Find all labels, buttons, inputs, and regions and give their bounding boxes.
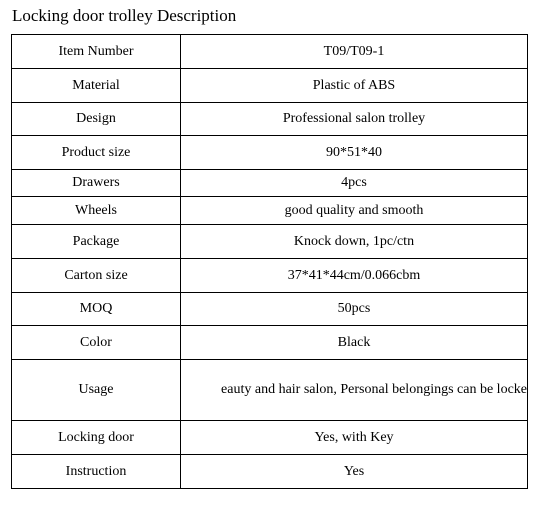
row-label: Instruction bbox=[11, 454, 181, 489]
row-value: Yes bbox=[180, 454, 528, 489]
row-label: Item Number bbox=[11, 34, 181, 69]
spec-table: Item Number T09/T09-1 Material Plastic o… bbox=[11, 34, 528, 489]
row-label: MOQ bbox=[11, 292, 181, 326]
row-label: Product size bbox=[11, 135, 181, 170]
table-row-drawers: Drawers 4pcs bbox=[11, 169, 528, 197]
table-row-package: Package Knock down, 1pc/ctn bbox=[11, 224, 528, 259]
row-label: Drawers bbox=[11, 169, 181, 197]
row-label: Design bbox=[11, 102, 181, 136]
row-label: Carton size bbox=[11, 258, 181, 293]
row-value: Plastic of ABS bbox=[180, 68, 528, 103]
row-value: Yes, with Key bbox=[180, 420, 528, 455]
row-value: 90*51*40 bbox=[180, 135, 528, 170]
row-value-cell: eauty and hair salon, Personal belonging… bbox=[180, 359, 528, 421]
row-value: Knock down, 1pc/ctn bbox=[180, 224, 528, 259]
row-label: Locking door bbox=[11, 420, 181, 455]
row-label: Package bbox=[11, 224, 181, 259]
row-value: 4pcs bbox=[180, 169, 528, 197]
table-row-design: Design Professional salon trolley bbox=[11, 102, 528, 136]
table-row-material: Material Plastic of ABS bbox=[11, 68, 528, 103]
row-value: 50pcs bbox=[180, 292, 528, 326]
usage-clip: eauty and hair salon, Personal belonging… bbox=[182, 382, 527, 398]
row-label: Color bbox=[11, 325, 181, 360]
table-row-color: Color Black bbox=[11, 325, 528, 360]
table-row-product-size: Product size 90*51*40 bbox=[11, 135, 528, 170]
row-label: Usage bbox=[11, 359, 181, 421]
table-row-locking-door: Locking door Yes, with Key bbox=[11, 420, 528, 455]
table-row-usage: Usage eauty and hair salon, Personal bel… bbox=[11, 359, 528, 421]
table-row-wheels: Wheels good quality and smooth bbox=[11, 196, 528, 225]
row-value: eauty and hair salon, Personal belonging… bbox=[221, 382, 527, 397]
row-value: Professional salon trolley bbox=[180, 102, 528, 136]
table-row-moq: MOQ 50pcs bbox=[11, 292, 528, 326]
row-value: 37*41*44cm/0.066cbm bbox=[180, 258, 528, 293]
row-label: Material bbox=[11, 68, 181, 103]
row-value: T09/T09-1 bbox=[180, 34, 528, 69]
row-label: Wheels bbox=[11, 196, 181, 225]
row-value: Black bbox=[180, 325, 528, 360]
row-value: good quality and smooth bbox=[180, 196, 528, 225]
table-row-carton-size: Carton size 37*41*44cm/0.066cbm bbox=[11, 258, 528, 293]
table-row-item-number: Item Number T09/T09-1 bbox=[11, 34, 528, 69]
document-title: Locking door trolley Description bbox=[12, 6, 237, 25]
table-row-instruction: Instruction Yes bbox=[11, 454, 528, 489]
